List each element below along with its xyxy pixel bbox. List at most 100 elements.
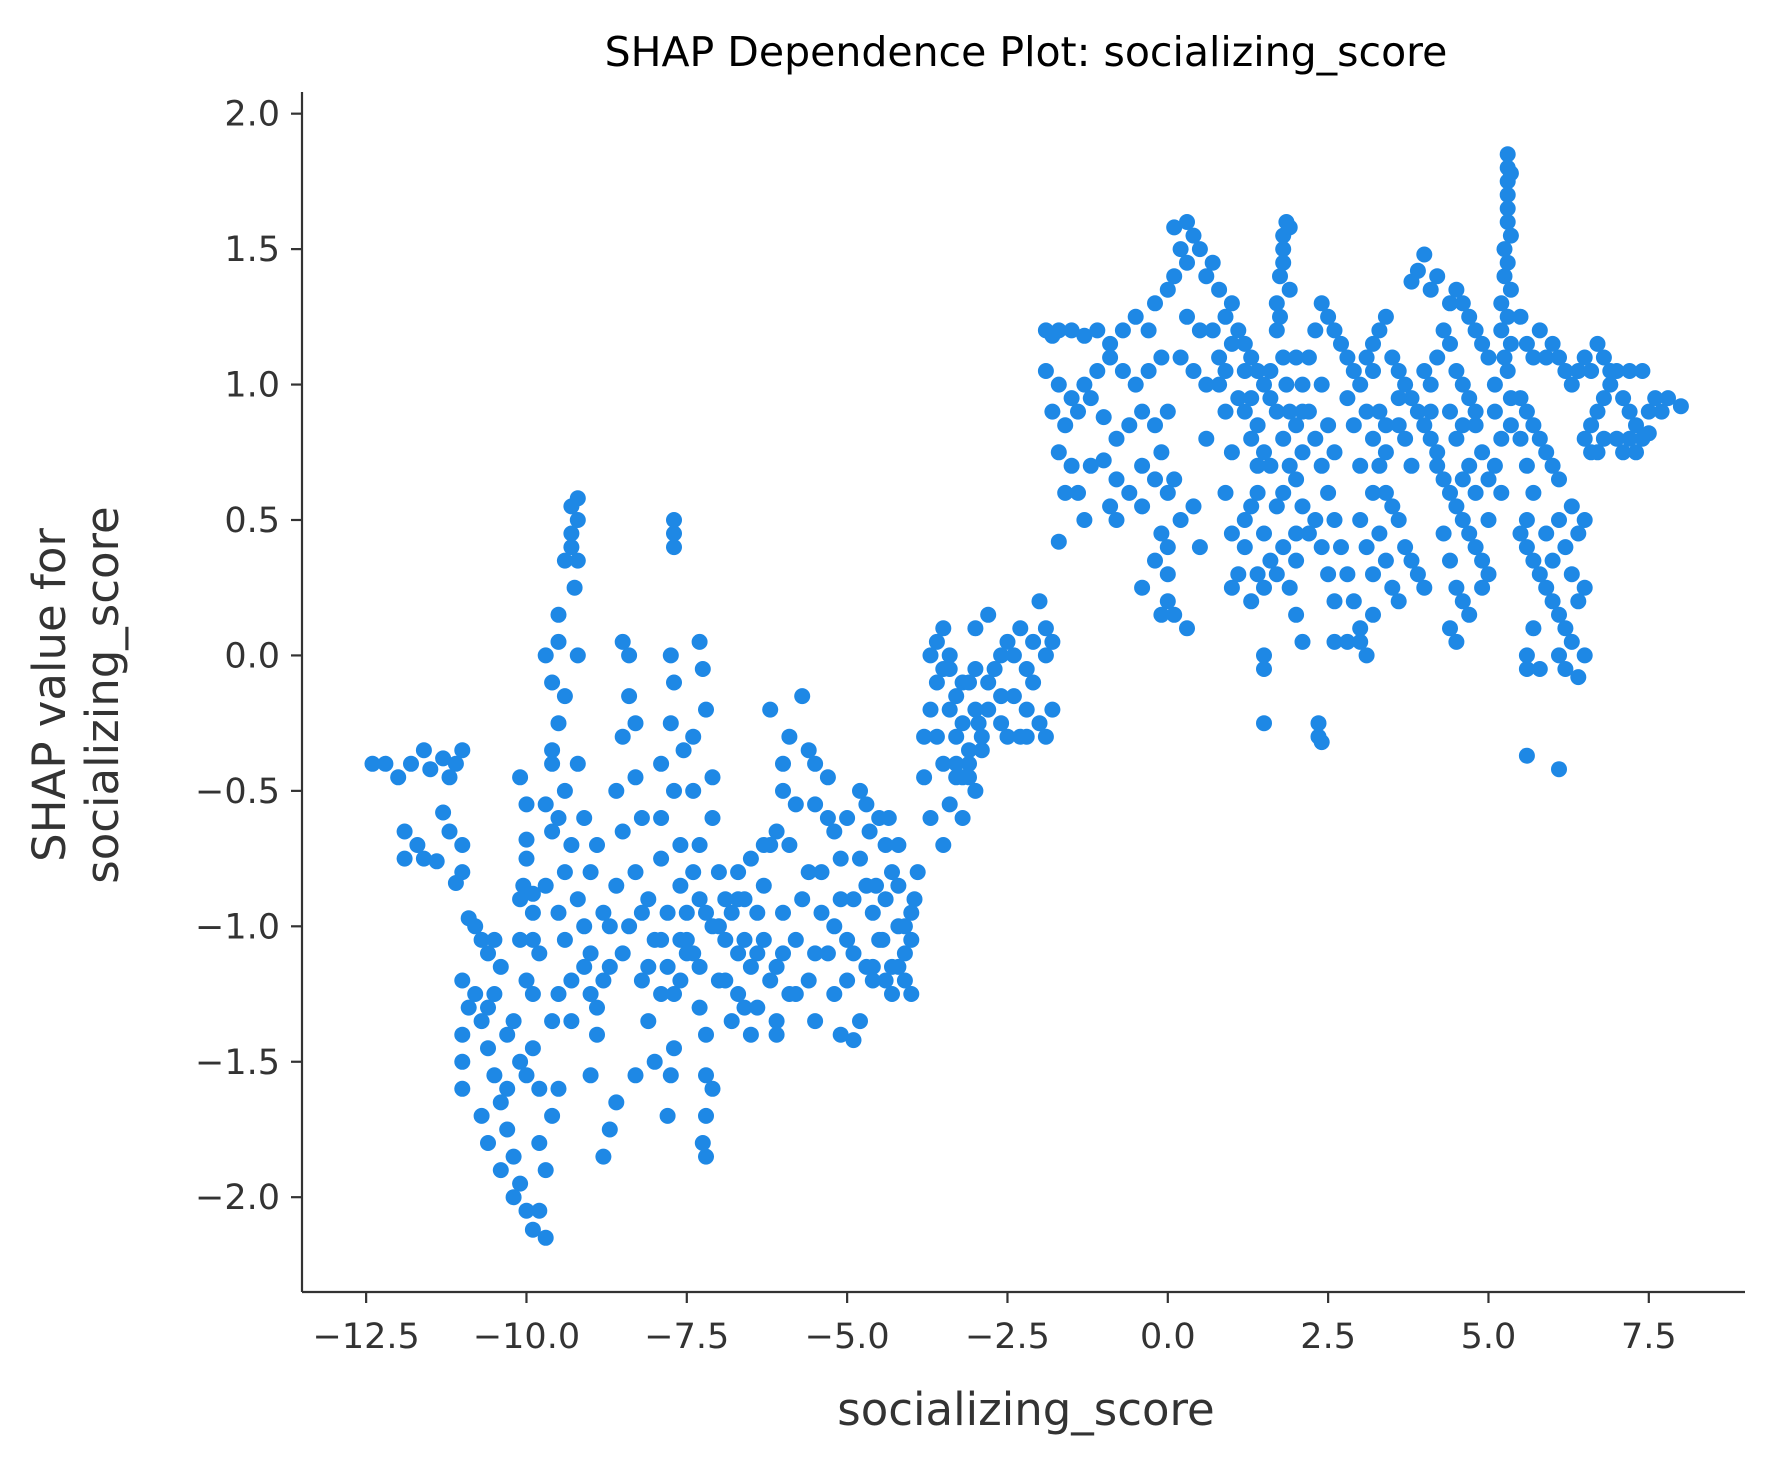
data-point: [1147, 417, 1163, 434]
data-point: [1275, 241, 1292, 258]
data-point: [890, 958, 907, 975]
data-point: [1307, 430, 1324, 447]
data-point: [1243, 390, 1260, 407]
data-point: [762, 972, 779, 989]
data-point: [852, 782, 868, 799]
data-point: [794, 891, 811, 908]
data-point: [694, 661, 711, 677]
data-point: [447, 875, 464, 891]
data-point: [1147, 471, 1163, 488]
data-point: [698, 1148, 714, 1165]
data-point: [1480, 566, 1497, 583]
data-point: [1018, 661, 1035, 677]
data-point: [1217, 403, 1234, 420]
data-point: [1230, 322, 1247, 339]
data-point: [1294, 376, 1311, 393]
data-point: [768, 1026, 785, 1043]
data-point: [877, 837, 894, 853]
data-point: [1281, 579, 1298, 596]
data-point: [800, 742, 817, 759]
data-point: [1563, 633, 1580, 650]
data-point: [1531, 430, 1548, 447]
data-point: [1647, 390, 1664, 407]
data-point: [864, 904, 881, 921]
data-point: [633, 810, 650, 826]
data-point: [640, 1013, 657, 1030]
data-point: [1409, 403, 1426, 420]
data-point: [691, 958, 708, 975]
data-point: [480, 999, 496, 1016]
data-point: [1365, 335, 1381, 352]
data-point: [480, 1135, 496, 1151]
data-point: [1544, 335, 1561, 352]
data-point: [896, 918, 913, 935]
data-point: [1236, 363, 1253, 379]
data-point: [1486, 457, 1503, 474]
data-point: [1608, 430, 1625, 447]
data-point: [1589, 444, 1606, 461]
data-point: [1256, 661, 1272, 677]
data-point: [685, 728, 702, 745]
data-point: [1159, 593, 1176, 610]
data-point: [678, 931, 695, 948]
data-point: [839, 972, 856, 989]
data-point: [1050, 533, 1067, 550]
data-point: [1288, 552, 1305, 569]
data-point: [666, 782, 682, 799]
data-point: [1268, 322, 1285, 339]
data-point: [621, 647, 638, 664]
data-point: [1082, 390, 1099, 407]
data-point: [1070, 403, 1086, 420]
data-point: [1095, 452, 1112, 469]
data-point: [781, 728, 798, 745]
data-point: [518, 1067, 535, 1084]
data-point: [1185, 227, 1202, 244]
x-tick-label: 0.0: [1140, 1317, 1196, 1357]
data-point: [1640, 425, 1657, 442]
data-point: [589, 999, 605, 1016]
data-point: [813, 904, 830, 921]
data-point: [1621, 403, 1638, 420]
data-point: [1502, 165, 1519, 182]
data-point: [1198, 268, 1215, 285]
data-point: [550, 810, 567, 826]
data-point: [698, 1067, 714, 1084]
data-point: [499, 1121, 516, 1138]
data-point: [582, 1067, 599, 1084]
data-point: [973, 742, 990, 759]
data-point: [1179, 254, 1195, 271]
data-point: [868, 877, 884, 894]
data-point: [1140, 363, 1157, 379]
data-point: [1422, 403, 1439, 420]
data-point: [672, 972, 689, 989]
data-point: [948, 688, 965, 705]
data-point: [550, 633, 567, 650]
data-point: [621, 918, 638, 935]
data-point: [582, 864, 599, 881]
data-point: [659, 958, 676, 975]
data-point: [1076, 512, 1093, 528]
data-point: [621, 688, 638, 705]
data-point: [1345, 417, 1362, 434]
data-point: [454, 1080, 471, 1097]
data-point: [1108, 430, 1125, 447]
data-point: [1570, 525, 1587, 542]
data-point: [1236, 403, 1253, 420]
data-point: [601, 958, 618, 975]
data-point: [1300, 525, 1317, 542]
data-point: [1563, 498, 1580, 515]
data-point: [1114, 363, 1131, 379]
data-point: [435, 804, 452, 821]
data-point: [512, 1053, 529, 1070]
data-point: [1166, 471, 1183, 488]
data-point: [1288, 471, 1305, 488]
data-point: [807, 796, 824, 813]
data-point: [1326, 444, 1343, 461]
data-point: [1496, 241, 1513, 258]
data-point: [742, 850, 759, 867]
data-point: [1262, 457, 1279, 474]
data-point: [1502, 335, 1519, 352]
data-point: [1159, 566, 1176, 583]
data-point: [556, 931, 573, 948]
data-point: [1538, 444, 1555, 461]
